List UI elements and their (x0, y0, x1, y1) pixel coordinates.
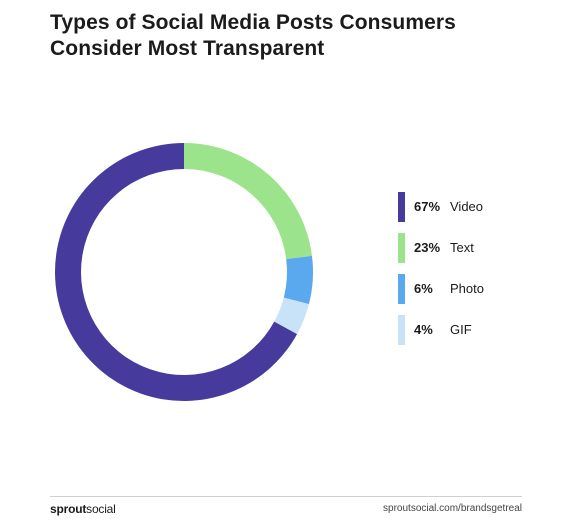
footer-url: sproutsocial.com/brandsgetreal (383, 503, 522, 514)
brand-logo-light: social (86, 502, 116, 516)
legend-swatch (398, 274, 405, 304)
legend-value: 4% (414, 322, 433, 337)
legend-item-photo: 6% Photo (398, 274, 548, 304)
legend-value: 67% (414, 199, 441, 214)
brand-logo-strong: sprout (50, 502, 87, 516)
legend-label: Text (450, 240, 474, 255)
legend-label: Photo (450, 281, 484, 296)
legend-item-video: 67% Video (398, 192, 548, 222)
footer-divider (50, 496, 522, 497)
donut-slice-photo (283, 255, 313, 305)
legend-swatch (398, 233, 405, 263)
legend-item-gif: 4% GIF (398, 315, 548, 345)
legend-label: Video (450, 199, 484, 214)
legend-item-text: 23% Text (398, 233, 548, 263)
legend-value: 6% (414, 281, 433, 296)
legend-label: GIF (450, 322, 472, 337)
legend-swatch (398, 315, 405, 345)
chart-title: Types of Social Media Posts Consumers Co… (50, 11, 456, 60)
brand-logo: sproutsocial (50, 502, 116, 516)
donut-slices (54, 143, 313, 401)
donut-slice-gif (274, 297, 309, 335)
legend-swatch (398, 192, 405, 222)
donut-slice-text (184, 143, 312, 260)
legend-value: 23% (414, 240, 441, 255)
